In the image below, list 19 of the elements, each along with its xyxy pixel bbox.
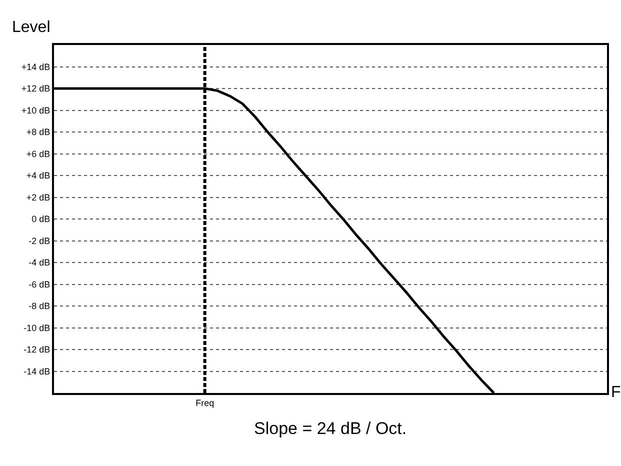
y-tick-label: -10 dB	[24, 322, 50, 333]
x-tick-label: Freq	[196, 398, 214, 408]
x-axis-title: F	[611, 384, 621, 401]
y-tick-label: -4 dB	[28, 258, 50, 268]
text: Slope = 24 dB / Oct.	[254, 419, 407, 438]
y-tick-label: -6 dB	[28, 279, 50, 290]
y-tick-label: +14 dB	[21, 62, 50, 72]
y-tick-label: -8 dB	[28, 301, 50, 312]
y-tick-label: 0 dB	[32, 214, 50, 224]
y-axis-title: Level	[12, 19, 50, 36]
y-tick-label: +6 dB	[26, 148, 50, 159]
y-tick-label: -12 dB	[24, 344, 50, 355]
y-tick-label: +2 dB	[26, 192, 50, 202]
y-tick-label: -14 dB	[24, 366, 50, 376]
y-tick-label: +8 dB	[26, 127, 50, 138]
y-tick-label: +4 dB	[26, 170, 50, 181]
y-tick-label: +10 dB	[21, 105, 50, 116]
y-tick-label: +12 dB	[21, 84, 50, 94]
y-tick-label: -2 dB	[28, 236, 50, 246]
